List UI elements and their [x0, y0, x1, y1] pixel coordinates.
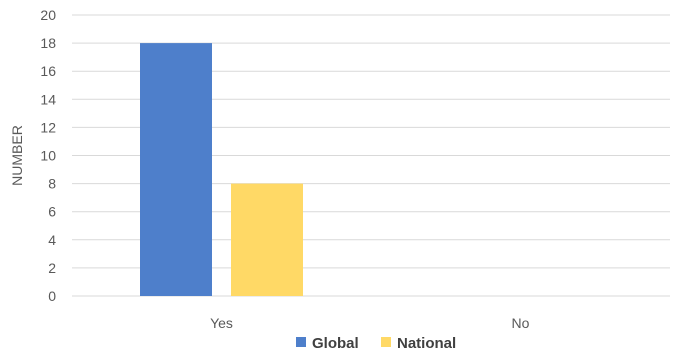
bar-national-yes [231, 183, 303, 296]
y-tick-label: 12 [40, 119, 56, 135]
legend-swatch-global [296, 337, 306, 347]
y-tick-label: 20 [40, 7, 56, 23]
legend: Global National [296, 335, 456, 352]
y-tick-label: 14 [40, 91, 56, 107]
y-tick-label: 0 [48, 288, 56, 304]
y-tick-label: 18 [40, 35, 56, 51]
bars [140, 43, 303, 296]
x-axis-tick-labels: Yes No [210, 315, 530, 331]
y-tick-label: 8 [48, 176, 56, 192]
y-tick-label: 2 [48, 260, 56, 276]
y-axis-tick-labels: 0 2 4 6 8 10 12 14 16 18 20 [40, 7, 56, 304]
x-tick-label: Yes [210, 315, 233, 331]
y-tick-label: 10 [40, 148, 56, 164]
y-tick-label: 6 [48, 204, 56, 220]
legend-label-national: National [397, 335, 456, 352]
legend-label-global: Global [312, 335, 359, 352]
legend-swatch-national [381, 337, 391, 347]
x-tick-label: No [512, 315, 530, 331]
y-axis-title: NUMBER [9, 125, 25, 186]
y-tick-label: 16 [40, 63, 56, 79]
bar-global-yes [140, 43, 212, 296]
y-tick-label: 4 [48, 232, 56, 248]
